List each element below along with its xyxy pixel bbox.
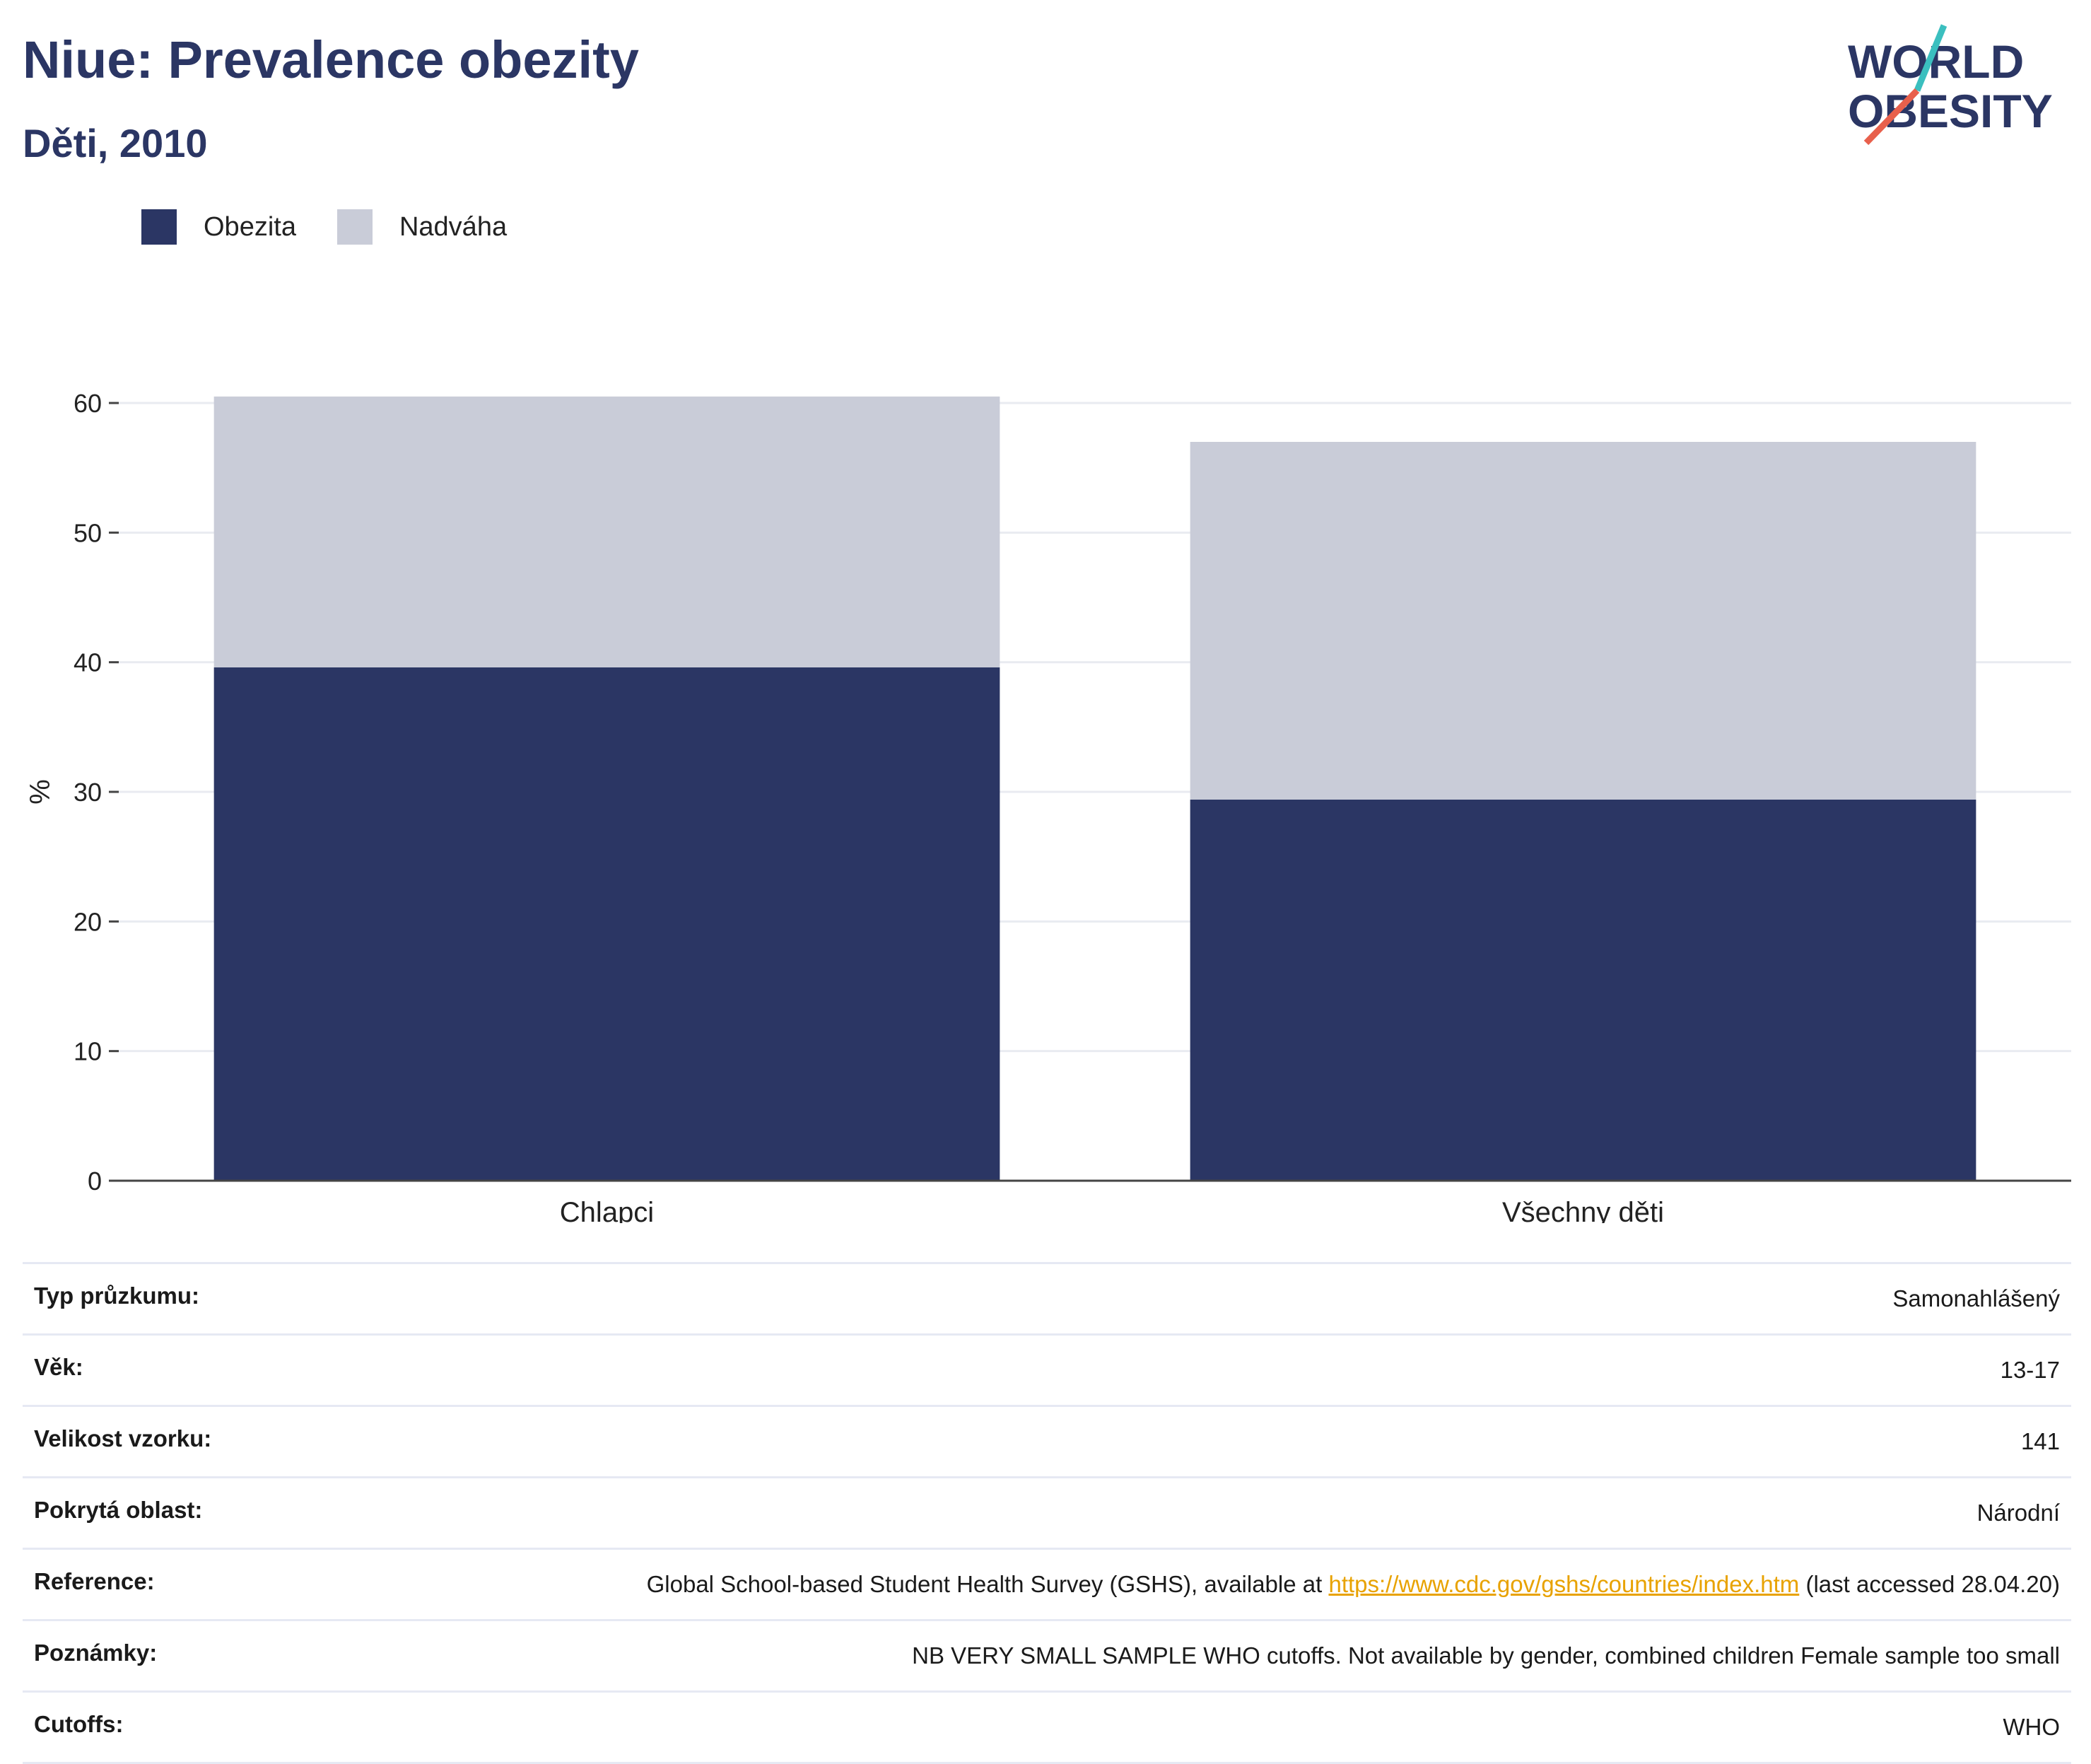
x-category-label: Všechny děti [1502, 1197, 1664, 1223]
metadata-key: Typ průzkumu: [23, 1262, 274, 1335]
reference-link[interactable]: https://www.cdc.gov/gshs/countries/index… [1328, 1571, 1800, 1597]
logo-slash-coral [1863, 88, 1920, 146]
metadata-row: Pokrytá oblast: Národní [23, 1476, 2071, 1549]
metadata-value-reference: Global School-based Student Health Surve… [273, 1548, 2071, 1620]
bar-obezita[interactable] [213, 667, 1000, 1181]
chart-title: Niue: Prevalence obezity [23, 30, 639, 89]
metadata-row-notes: Poznámky: NB VERY SMALL SAMPLE WHO cutof… [23, 1619, 2071, 1692]
y-tick-label: 40 [74, 648, 102, 677]
legend-item-obezita[interactable]: Obezita [141, 209, 296, 245]
metadata-row: Velikost vzorku: 141 [23, 1405, 2071, 1478]
metadata-key-cutoffs: Cutoffs: [23, 1690, 274, 1764]
x-category-label: Chlapci [560, 1197, 654, 1223]
metadata-key-notes: Poznámky: [23, 1619, 274, 1692]
stacked-bar-chart: 0 10 20 30 40 50 60% Chlapci Všechny děti [25, 389, 2071, 1223]
y-axis-label: % [25, 779, 56, 805]
reference-text-before: Global School-based Student Health Surve… [646, 1571, 1329, 1597]
bar-nadvaha[interactable] [213, 396, 1000, 667]
metadata-row-reference: Reference: Global School-based Student H… [23, 1548, 2071, 1620]
legend-item-nadvaha[interactable]: Nadváha [336, 209, 508, 245]
metadata-row: Typ průzkumu: Samonahlášený [23, 1262, 2071, 1335]
legend-swatch-nadvaha [336, 209, 373, 245]
y-tick-label: 20 [74, 907, 102, 936]
survey-metadata-table: Typ průzkumu: Samonahlášený Věk: 13-17 Velik… [23, 1262, 2071, 1764]
metadata-value: 13-17 [273, 1333, 2071, 1406]
metadata-value-cutoffs: WHO [273, 1690, 2071, 1764]
bar-obezita[interactable] [1190, 800, 1976, 1181]
chart-legend: Obezita Nadváha [141, 209, 548, 245]
metadata-value: Samonahlášený [273, 1262, 2071, 1335]
metadata-key: Věk: [23, 1333, 274, 1406]
metadata-value: 141 [273, 1405, 2071, 1478]
bar-nadvaha[interactable] [1190, 442, 1976, 800]
y-tick-label: 30 [74, 778, 102, 807]
metadata-value: Národní [273, 1476, 2071, 1549]
y-tick-label: 10 [74, 1037, 102, 1066]
reference-text-after: (last accessed 28.04.20) [1799, 1571, 2060, 1597]
legend-swatch-obezita [141, 209, 177, 245]
legend-label-nadvaha: Nadváha [399, 211, 508, 242]
legend-label-obezita: Obezita [204, 211, 296, 242]
logo-slash-teal [1914, 24, 1948, 92]
y-tick-label: 50 [74, 518, 102, 547]
y-tick-label: 60 [74, 389, 102, 418]
metadata-key: Velikost vzorku: [23, 1405, 274, 1478]
metadata-value-notes: NB VERY SMALL SAMPLE WHO cutoffs. Not av… [273, 1619, 2071, 1692]
metadata-key: Pokrytá oblast: [23, 1476, 274, 1549]
world-obesity-logo: WORLD OBESITY [1848, 24, 2053, 146]
metadata-key-reference: Reference: [23, 1548, 274, 1620]
metadata-row: Věk: 13-17 [23, 1333, 2071, 1406]
y-tick-label: 0 [88, 1167, 102, 1196]
metadata-row-cutoffs: Cutoffs: WHO [23, 1690, 2071, 1764]
chart-subtitle: Děti, 2010 [23, 121, 208, 165]
